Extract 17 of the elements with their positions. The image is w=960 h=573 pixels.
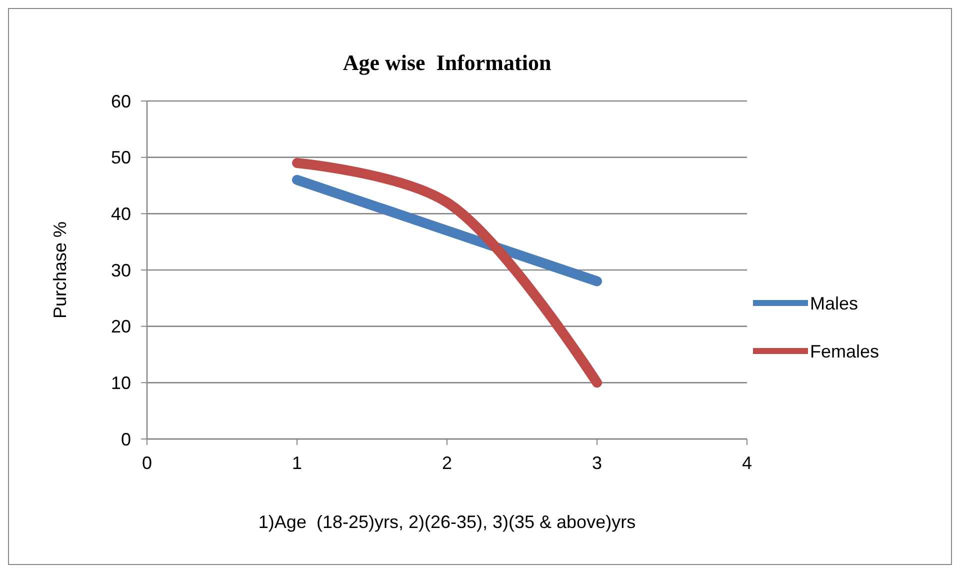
y-tick-label: 60 <box>110 91 131 112</box>
y-tick-label: 20 <box>110 316 131 337</box>
x-tick-label: 4 <box>742 453 752 473</box>
legend-label: Males <box>810 293 858 314</box>
y-tick-label: 40 <box>110 204 131 224</box>
y-tick-label: 10 <box>110 372 131 393</box>
x-tick-label: 3 <box>592 453 602 473</box>
y-tick-label: 0 <box>120 429 131 450</box>
x-tick-label: 0 <box>142 453 152 473</box>
y-axis-title: Purchase % <box>50 221 70 319</box>
y-tick-label: 30 <box>110 260 131 280</box>
x-tick-label: 1 <box>292 453 302 473</box>
y-tick-label: 50 <box>110 148 131 168</box>
x-tick-label: 2 <box>442 453 452 473</box>
legend-label: Females <box>810 341 880 362</box>
x-axis-title: 1)Age (18-25)yrs, 2)(26-35), 3)(35 & above)yrs <box>258 512 636 532</box>
chart-title: Age wise Information <box>342 50 552 75</box>
